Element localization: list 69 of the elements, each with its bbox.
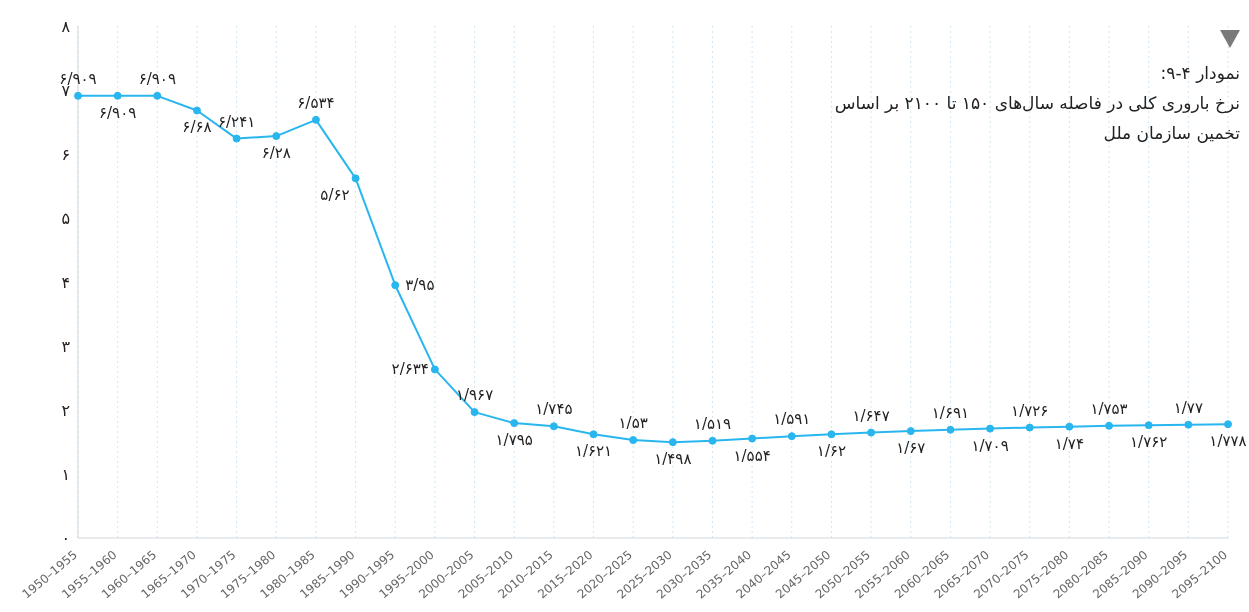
- point: [549, 422, 558, 431]
- point: [391, 281, 400, 290]
- data-label: ۱/۷۲۶: [1011, 401, 1049, 420]
- data-label: ۱/۵۵۴: [733, 446, 771, 465]
- y-tick-label: ۲: [61, 400, 70, 420]
- data-label: ۱/۷۵۳: [1090, 399, 1128, 418]
- data-label: ۱/۴۹۸: [654, 450, 692, 469]
- point: [1025, 423, 1034, 432]
- point: [867, 428, 876, 437]
- point: [272, 132, 281, 141]
- data-label: ۱/۶۲: [816, 442, 847, 461]
- data-label: ۶/۶۸: [182, 118, 212, 137]
- point: [946, 425, 955, 434]
- point: [708, 436, 717, 445]
- point: [470, 408, 479, 417]
- point: [748, 434, 757, 443]
- y-tick-label: ۰: [61, 528, 70, 548]
- data-label: ۱/۶۷: [896, 439, 926, 458]
- point: [1184, 420, 1193, 429]
- point: [351, 174, 360, 183]
- data-label: ۶/۲۸: [261, 144, 291, 163]
- y-tick-label: ۱: [61, 464, 70, 484]
- point: [192, 106, 201, 115]
- point: [986, 424, 995, 433]
- y-tick-label: ۳: [61, 336, 71, 356]
- point: [629, 436, 638, 445]
- y-tick-label: ۶: [61, 144, 70, 164]
- point: [1224, 420, 1232, 429]
- point: [1065, 422, 1074, 431]
- data-label: ۵/۶۲: [320, 186, 350, 205]
- y-tick-label: ۵: [61, 208, 70, 228]
- data-label: ۱/۵۹۱: [773, 410, 811, 429]
- data-label: ۶/۹۰۹: [99, 103, 137, 122]
- data-label: ۱/۷۰۹: [971, 436, 1009, 455]
- data-label: ۱/۷۷۸: [1209, 432, 1247, 451]
- point: [430, 365, 439, 374]
- data-label: ۲/۶۳۴: [391, 360, 429, 379]
- data-label: ۱/۵۳: [618, 414, 648, 433]
- data-label: ۱/۶۴۷: [852, 406, 890, 425]
- data-label: ۶/۹۰۹: [138, 69, 176, 88]
- point: [1105, 421, 1114, 430]
- data-label: ۱/۷۶۲: [1130, 433, 1168, 452]
- data-label: ۳/۹۵: [405, 276, 435, 295]
- text: نرخ باروری کلی در فاصله سال‌های ۱۵۰ تا ۲۱۰۰ بر اساس تخمین سازمان ملل: [833, 92, 1240, 145]
- data-label: ۱/۹۶۷: [455, 386, 494, 405]
- point: [1144, 421, 1153, 430]
- data-label: ۶/۲۴۱: [217, 112, 256, 131]
- data-label: ۱/۷۴: [1054, 434, 1084, 453]
- data-label: ۱/۶۲۱: [574, 442, 613, 461]
- point: [74, 91, 82, 100]
- data-label: ۱/۷۴۵: [535, 400, 573, 419]
- y-tick-label: ۴: [61, 272, 70, 292]
- data-label: ۱/۵۱۹: [693, 414, 732, 433]
- data-label: ۱/۷۹۵: [495, 431, 533, 450]
- point: [827, 430, 836, 439]
- data-label: ۶/۵۳۴: [297, 93, 335, 112]
- point: [153, 91, 162, 100]
- point: [232, 134, 241, 143]
- data-label: ۱/۷۷: [1173, 398, 1203, 417]
- point: [668, 438, 677, 447]
- point: [113, 91, 122, 100]
- point: [510, 419, 519, 428]
- point: [589, 430, 598, 439]
- point: [787, 432, 796, 441]
- y-tick-label: ۸: [61, 16, 71, 36]
- data-label: ۱/۶۹۱: [931, 403, 970, 422]
- point: [906, 427, 915, 436]
- text: نمودار ۴-۹:: [1159, 62, 1240, 85]
- point: [311, 115, 320, 124]
